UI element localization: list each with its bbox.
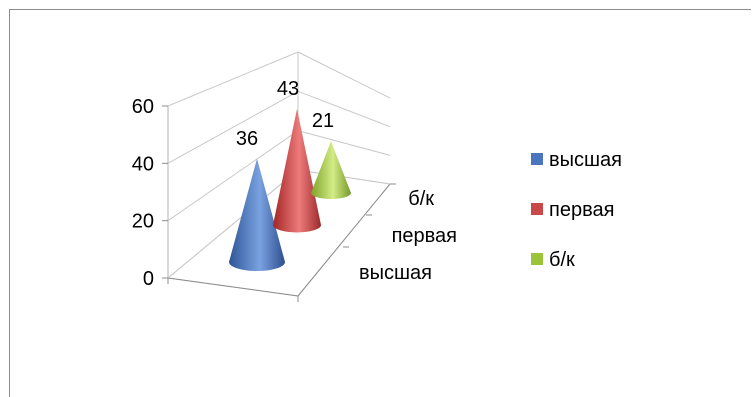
legend-label: высшая <box>549 149 622 171</box>
cone-shape <box>273 108 321 233</box>
y-tick-label: 60 <box>132 96 154 118</box>
cone-1: 36 <box>229 128 285 271</box>
cones: 36 43 21 <box>229 78 351 271</box>
y-tick-label: 40 <box>132 153 154 175</box>
cone-2: 43 <box>273 78 321 233</box>
x-axis-line <box>167 277 299 297</box>
y-tick-label: 0 <box>143 268 154 290</box>
gridline-left <box>167 51 299 107</box>
data-label: 21 <box>312 110 334 132</box>
legend-item: б/к <box>531 249 575 271</box>
gridline-left <box>167 169 299 279</box>
chart-frame <box>9 9 751 397</box>
x-tick-label: первая <box>392 225 457 247</box>
gridline-left <box>167 130 299 222</box>
cone-shape <box>311 141 351 199</box>
depth-axis-line <box>297 183 391 297</box>
data-label: 43 <box>277 78 299 100</box>
cone-3: 21 <box>311 110 351 199</box>
gridline-back <box>297 90 391 128</box>
gridline-back <box>297 51 391 99</box>
floor <box>166 169 391 297</box>
legend: высшая первая б/к <box>531 149 622 271</box>
y-axis-ticks: 0 20 40 60 <box>132 96 168 290</box>
gridline-back <box>297 130 391 156</box>
x-tick-label: б/к <box>408 188 434 210</box>
data-label: 36 <box>236 128 258 150</box>
cone-shape <box>229 158 285 271</box>
legend-swatch <box>531 203 543 215</box>
gridline-left <box>167 90 299 164</box>
x-axis-ticks: высшая первая б/к <box>167 183 457 302</box>
legend-swatch <box>531 253 543 265</box>
legend-label: б/к <box>549 249 575 271</box>
legend-item: первая <box>531 199 614 221</box>
y-tick-label: 20 <box>132 211 154 233</box>
x-tick-label: высшая <box>359 262 432 284</box>
legend-swatch <box>531 153 543 165</box>
legend-item: высшая <box>531 149 622 171</box>
legend-label: первая <box>549 199 614 221</box>
